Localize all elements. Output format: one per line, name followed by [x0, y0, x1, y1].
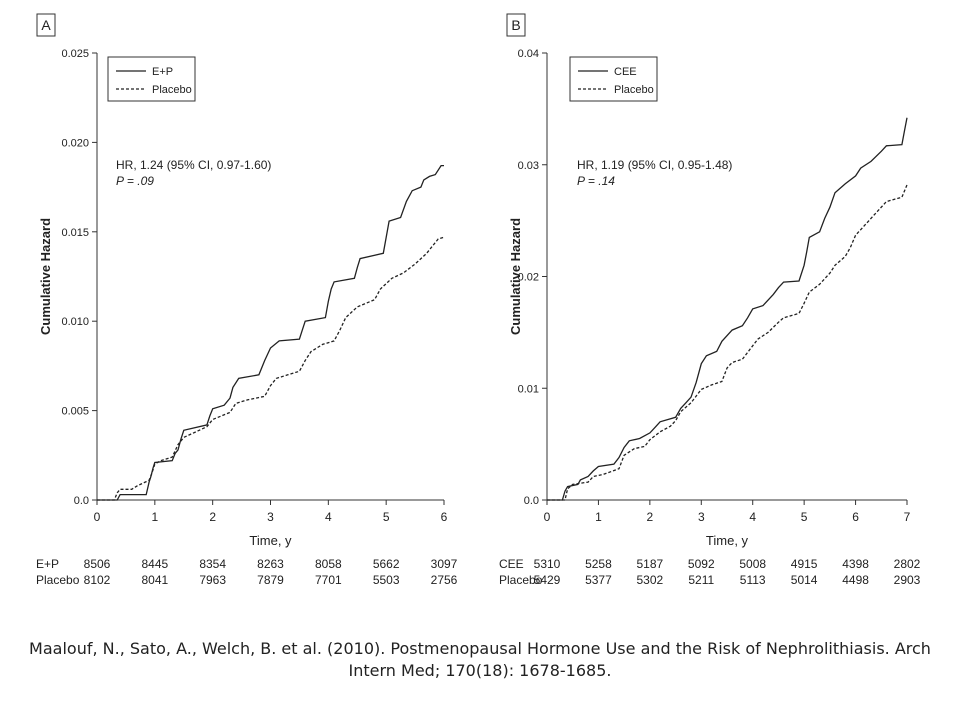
x-tick-label: 2 [647, 510, 654, 524]
risk-table-cell: 8058 [315, 557, 342, 571]
risk-table-cell: 5113 [740, 573, 766, 587]
series-line-cee [547, 117, 908, 501]
y-axis-label: Cumulative Hazard [38, 218, 53, 335]
x-tick-label: 0 [94, 510, 101, 524]
x-tick-label: 1 [151, 510, 158, 524]
risk-table-cell: 8445 [141, 557, 168, 571]
x-tick-label: 4 [325, 510, 332, 524]
hr-annotation: HR, 1.19 (95% CI, 0.95-1.48) [577, 158, 732, 172]
risk-table-row-label: E+P [36, 557, 59, 571]
risk-table-cell: 7879 [257, 573, 284, 587]
risk-table-cell: 2802 [894, 557, 921, 571]
legend-box [569, 56, 658, 102]
y-axis-label: Cumulative Hazard [508, 218, 523, 335]
risk-table-row-label: Placebo [499, 573, 543, 587]
x-axis-label: Time, y [249, 533, 292, 548]
risk-table-cell: 7701 [315, 573, 342, 587]
series-line-placebo [547, 184, 908, 501]
y-tick-label: 0.010 [61, 316, 89, 328]
y-tick-label: 0.020 [61, 137, 89, 149]
risk-table-cell: 5008 [739, 557, 766, 571]
risk-table-cell: 8506 [84, 557, 111, 571]
panel-label-box [506, 13, 526, 37]
risk-table-cell: 5092 [688, 557, 715, 571]
legend-label: E+P [152, 66, 173, 78]
risk-table-cell: 5503 [373, 573, 400, 587]
x-tick-label: 3 [698, 510, 705, 524]
risk-table-row-label: Placebo [36, 573, 80, 587]
risk-table-cell: 8102 [84, 573, 111, 587]
hr-annotation: HR, 1.24 (95% CI, 0.97-1.60) [116, 158, 271, 172]
y-tick-label: 0.03 [518, 160, 539, 172]
series-line-placebo [97, 236, 445, 501]
x-tick-label: 0 [544, 510, 551, 524]
p-value-annotation: P = .09 [116, 174, 154, 188]
legend-box [107, 56, 196, 102]
risk-table-cell: 2903 [894, 573, 921, 587]
y-tick-label: 0.0 [74, 495, 89, 507]
x-axis-label: Time, y [706, 533, 749, 548]
x-tick-label: 5 [801, 510, 808, 524]
risk-table-cell: 5429 [534, 573, 561, 587]
risk-table-cell: 4498 [842, 573, 869, 587]
panel-label: A [41, 17, 51, 33]
panel-label-box [36, 13, 56, 37]
legend-label: Placebo [152, 84, 192, 96]
risk-table-cell: 8041 [141, 573, 168, 587]
legend-label: Placebo [614, 84, 654, 96]
y-tick-label: 0.04 [518, 48, 539, 60]
legend-label: CEE [614, 66, 637, 78]
risk-table-cell: 8263 [257, 557, 284, 571]
y-tick-label: 0.0 [524, 495, 539, 507]
x-tick-label: 2 [209, 510, 216, 524]
p-value-annotation: P = .14 [577, 174, 615, 188]
figure-caption: Maalouf, N., Sato, A., Welch, B. et al. … [29, 639, 931, 680]
risk-table-cell: 5187 [637, 557, 664, 571]
risk-table-cell: 2756 [431, 573, 458, 587]
panel-label: B [511, 17, 520, 33]
x-tick-label: 6 [441, 510, 448, 524]
risk-table-cell: 7963 [199, 573, 226, 587]
risk-table-cell: 5211 [688, 573, 714, 587]
risk-table-cell: 5662 [373, 557, 400, 571]
x-tick-label: 3 [267, 510, 274, 524]
x-tick-label: 4 [749, 510, 756, 524]
x-tick-label: 6 [852, 510, 859, 524]
risk-table-cell: 4915 [791, 557, 818, 571]
y-tick-label: 0.01 [518, 383, 539, 395]
risk-table-cell: 8354 [199, 557, 226, 571]
risk-table-cell: 5014 [791, 573, 818, 587]
y-tick-label: 0.02 [518, 272, 539, 284]
x-tick-label: 1 [595, 510, 602, 524]
risk-table-cell: 5310 [534, 557, 561, 571]
x-tick-label: 7 [904, 510, 911, 524]
risk-table-cell: 5258 [585, 557, 612, 571]
y-tick-label: 0.015 [61, 227, 89, 239]
risk-table-cell: 5302 [637, 573, 664, 587]
risk-table-cell: 4398 [842, 557, 869, 571]
series-line-e-p [97, 164, 444, 501]
x-tick-label: 5 [383, 510, 390, 524]
y-tick-label: 0.025 [61, 48, 89, 60]
y-tick-label: 0.005 [61, 406, 89, 418]
risk-table-row-label: CEE [499, 557, 524, 571]
risk-table-cell: 5377 [585, 573, 612, 587]
risk-table-cell: 3097 [431, 557, 458, 571]
